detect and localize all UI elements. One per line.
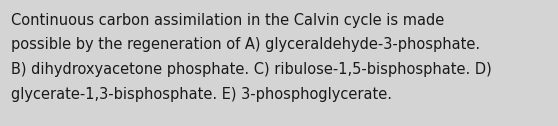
Text: Continuous carbon assimilation in the Calvin cycle is made: Continuous carbon assimilation in the Ca… [11,13,444,28]
Text: possible by the regeneration of A) glyceraldehyde-3-phosphate.: possible by the regeneration of A) glyce… [11,38,480,53]
Text: B) dihydroxyacetone phosphate. C) ribulose-1,5-bisphosphate. D): B) dihydroxyacetone phosphate. C) ribulo… [11,62,492,77]
Text: glycerate-1,3-bisphosphate. E) 3-phosphoglycerate.: glycerate-1,3-bisphosphate. E) 3-phospho… [11,87,392,102]
